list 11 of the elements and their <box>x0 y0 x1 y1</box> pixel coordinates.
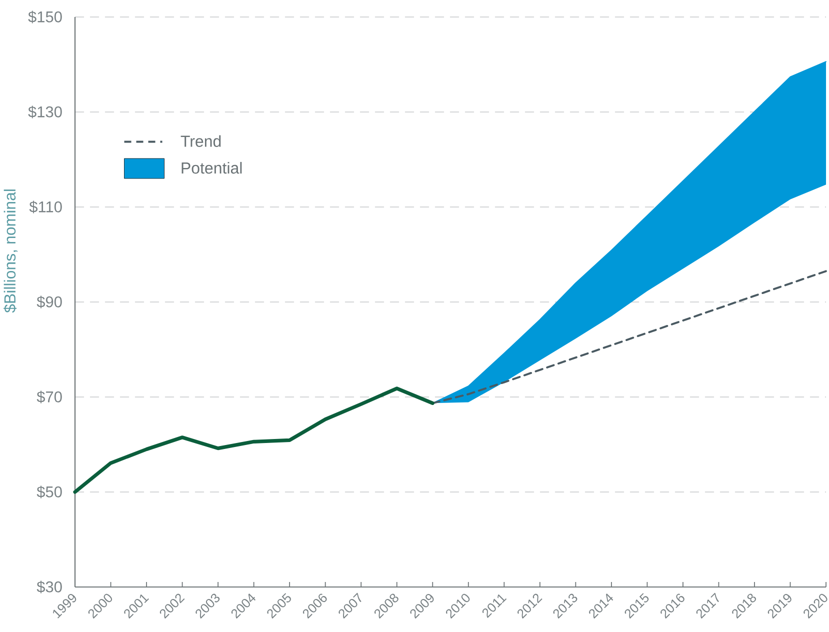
y-axis-title: $Billions, nominal <box>4 190 18 313</box>
y-tick-label: $50 <box>36 486 62 498</box>
y-tick-label: $110 <box>29 200 62 214</box>
legend-label: Potential <box>182 162 242 174</box>
y-tick-label: $90 <box>36 296 62 308</box>
line-series <box>73 386 434 494</box>
y-tick-label: $70 <box>36 390 62 404</box>
y-tick-label: $30 <box>36 580 62 594</box>
y-tick-label: $130 <box>28 106 62 118</box>
legend-label: Trend <box>180 135 221 147</box>
y-tick-label: $150 <box>28 10 62 24</box>
